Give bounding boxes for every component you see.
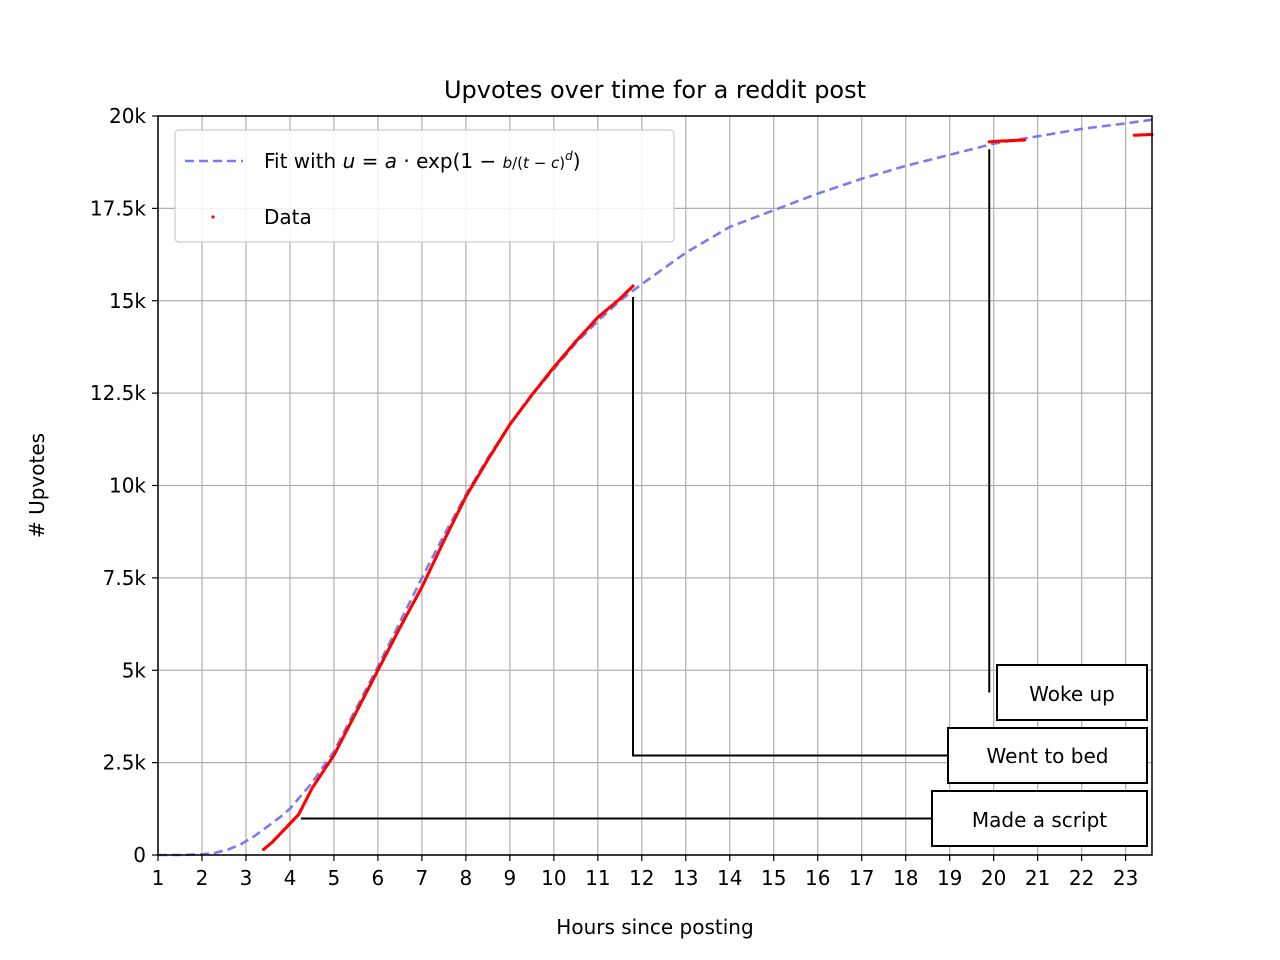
x-tick-label: 7 xyxy=(416,866,429,890)
annotation-arrow xyxy=(632,297,948,757)
y-tick-label: 0 xyxy=(133,843,146,867)
y-axis-label: # Upvotes xyxy=(25,433,49,538)
x-tick-label: 13 xyxy=(673,866,698,890)
data-point xyxy=(631,284,635,288)
x-tick-label: 18 xyxy=(893,866,918,890)
x-tick-label: 10 xyxy=(541,866,566,890)
x-tick-label: 5 xyxy=(328,866,341,890)
x-tick-label: 9 xyxy=(503,866,516,890)
annotation-box xyxy=(931,790,1148,847)
data-point xyxy=(1022,138,1027,142)
fit-line xyxy=(158,118,1153,857)
annotation-label: Woke up xyxy=(1029,682,1115,706)
annotation-box xyxy=(947,727,1148,784)
axis-ticks: 1 2 3 4 5 6 7 8 9 10 11 12 13 14 15 16 17 18 19 20 21 22 2302.… xyxy=(90,104,1138,890)
fit-series xyxy=(158,118,1153,857)
y-tick-label: 7.5k xyxy=(103,566,147,590)
y-tick-label: 10k xyxy=(109,474,146,498)
x-tick-label: 17 xyxy=(849,866,874,890)
x-tick-label: 11 xyxy=(585,866,610,890)
y-tick-label: 2.5k xyxy=(103,751,147,775)
legend-data-label: Data xyxy=(264,205,312,229)
x-tick-label: 20 xyxy=(981,866,1006,890)
y-tick-label: 17.5k xyxy=(90,196,147,220)
x-tick-label: 22 xyxy=(1069,866,1094,890)
y-tick-label: 15k xyxy=(109,289,146,313)
legend-box xyxy=(174,129,675,243)
annotation-label: Made a script xyxy=(972,808,1107,832)
x-tick-label: 15 xyxy=(761,866,786,890)
annotation-label: Went to bed xyxy=(987,744,1109,768)
x-tick-label: 21 xyxy=(1025,866,1050,890)
y-tick-label: 12.5k xyxy=(90,381,147,405)
annotation-box xyxy=(996,664,1148,721)
x-tick-label: 8 xyxy=(460,866,473,890)
x-tick-label: 16 xyxy=(805,866,830,890)
legend: Fit with u = a · exp(1 − b/(t − c)d) Dat… xyxy=(174,129,675,243)
x-tick-label: 12 xyxy=(629,866,654,890)
x-tick-label: 1 xyxy=(152,866,165,890)
x-tick-label: 2 xyxy=(196,866,209,890)
y-tick-label: 20k xyxy=(109,104,146,128)
legend-data-swatch xyxy=(211,215,215,219)
x-tick-label: 6 xyxy=(372,866,385,890)
x-axis-label: Hours since posting xyxy=(556,915,753,939)
chart-title: Upvotes over time for a reddit post xyxy=(444,76,866,104)
data-series xyxy=(262,132,1154,852)
x-tick-label: 19 xyxy=(937,866,962,890)
legend-fit-label: Fit with u = a · exp(1 − b/(t − c)d) xyxy=(264,149,581,173)
annotations: Made a script Went to bed Woke up xyxy=(300,149,1148,847)
x-tick-label: 3 xyxy=(240,866,253,890)
x-tick-label: 14 xyxy=(717,866,742,890)
x-tick-label: 23 xyxy=(1113,866,1138,890)
x-tick-label: 4 xyxy=(284,866,297,890)
y-tick-label: 5k xyxy=(122,658,147,682)
